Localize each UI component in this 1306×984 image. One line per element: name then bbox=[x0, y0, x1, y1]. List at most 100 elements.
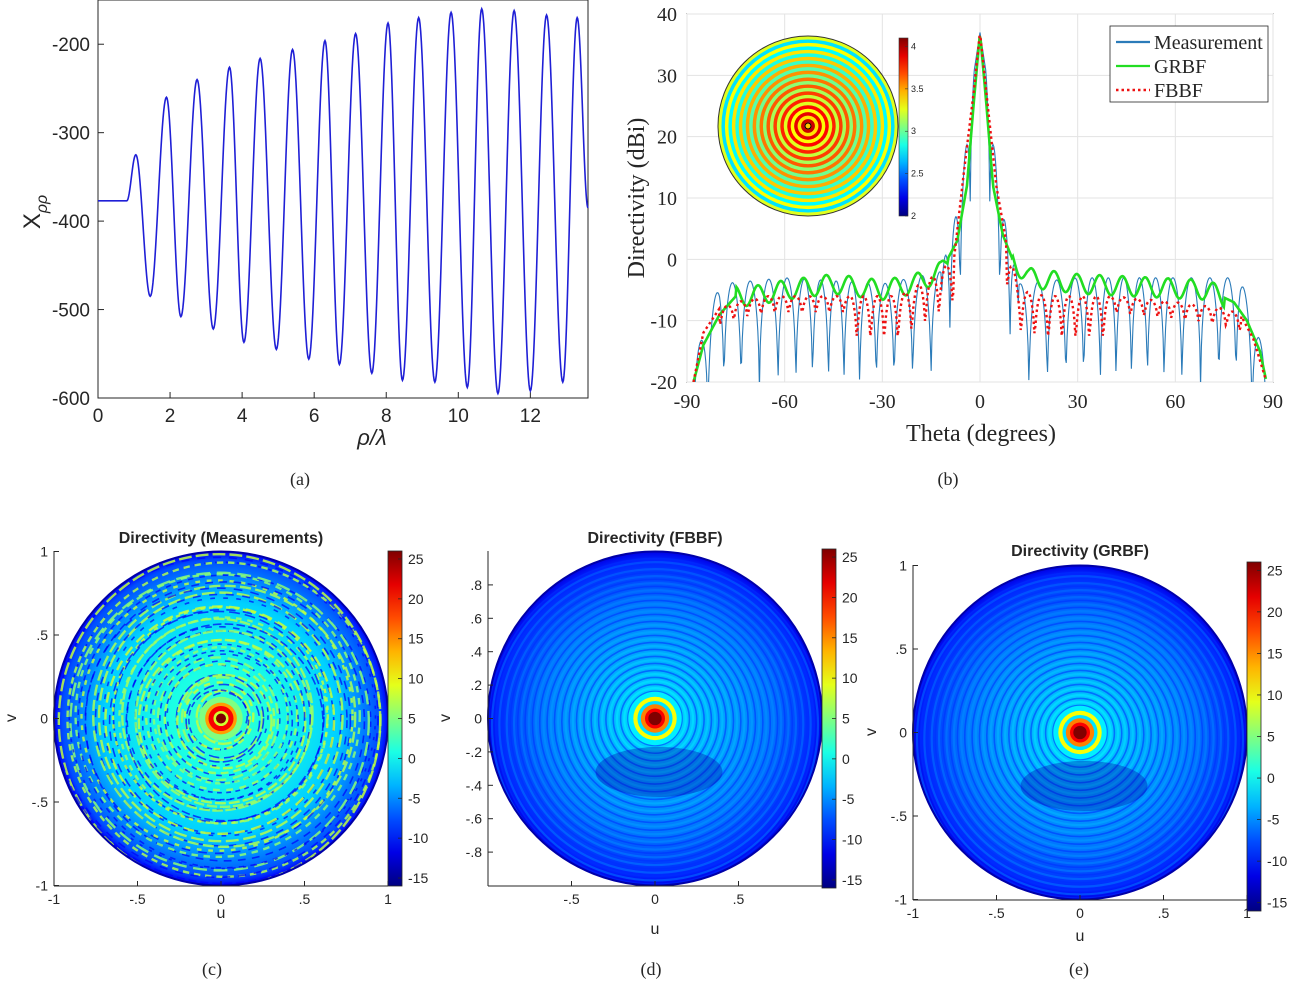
panel-c-ring bbox=[180, 676, 264, 762]
panel-e-ring bbox=[982, 638, 1178, 834]
panel-b-inset-colorbar-bar bbox=[898, 37, 909, 217]
panel-b-ytick-label: 0 bbox=[667, 249, 677, 271]
panel-c-ring bbox=[104, 605, 336, 835]
panel-d-colorbar-label: 0 bbox=[842, 751, 850, 767]
panel-d-ring bbox=[490, 561, 820, 886]
panel-e-ring-dark bbox=[941, 599, 1219, 876]
panel-d-ytick-label: -.2 bbox=[466, 744, 483, 760]
panel-e-ring-dark bbox=[927, 585, 1233, 892]
panel-d-ytick-label: 0 bbox=[474, 711, 482, 727]
panel-d-ytick-label: .2 bbox=[470, 677, 482, 693]
panel-b-ytick-label: 40 bbox=[657, 4, 677, 26]
panel-c-ring-dark bbox=[54, 551, 388, 885]
panel-e-ring bbox=[1026, 680, 1134, 788]
panel-c-ring bbox=[97, 591, 344, 843]
panel-d-ring bbox=[498, 568, 812, 882]
panel-c-ring-dark bbox=[84, 587, 352, 855]
panel-a-series-line bbox=[98, 6, 589, 396]
panel-e-shadow bbox=[1020, 760, 1148, 811]
panel-c-ytick-label: 1 bbox=[40, 544, 48, 560]
panel-c-ytick-label: .5 bbox=[36, 627, 48, 643]
panel-c-main-lobe bbox=[199, 696, 243, 741]
panel-b-ylabel: Directivity (dBi) bbox=[624, 118, 650, 279]
panel-c-colorbar-label: -10 bbox=[408, 830, 428, 846]
panel-c-colorbar-label: -15 bbox=[408, 870, 428, 886]
panel-c-ring bbox=[176, 673, 273, 770]
panel-b-inset-colorbar-label: 3.5 bbox=[911, 84, 924, 94]
panel-a-xtick-label: 10 bbox=[448, 406, 469, 427]
panel-d-ring bbox=[542, 610, 768, 836]
panel-c-ring-dark bbox=[164, 660, 281, 777]
panel-e-ring-dark bbox=[1030, 683, 1130, 784]
panel-d-ring bbox=[564, 631, 746, 813]
panel-c-ring bbox=[183, 681, 255, 751]
panel-c-xtick-label: -.5 bbox=[129, 891, 146, 907]
panel-e-ring-dark bbox=[993, 648, 1167, 822]
panel-d-ring bbox=[608, 673, 702, 767]
panel-b-inset-disk bbox=[717, 35, 899, 217]
panel-d-ring bbox=[527, 596, 783, 851]
panel-a-ylabel-subscript: ρρ bbox=[34, 195, 51, 214]
panel-d-ring-dark bbox=[516, 585, 794, 862]
panel-a-ytick-label: -300 bbox=[52, 124, 90, 145]
panel-e-ring-dark bbox=[986, 641, 1174, 830]
panel-d-ring bbox=[557, 624, 753, 820]
panel-a-ylabel-main: Xρρ bbox=[19, 195, 51, 229]
panel-c-ring-dark bbox=[185, 683, 261, 759]
panel-d-colorbar-label: -5 bbox=[842, 791, 855, 807]
panel-b-inset-colorbar-label: 2 bbox=[911, 211, 916, 221]
panel-e-colorbar-label: 0 bbox=[1267, 770, 1275, 786]
panel-d-ytick-label: .6 bbox=[470, 610, 482, 626]
panel-e-ytick-label: 0 bbox=[899, 725, 907, 741]
panel-e-xtick-label: 1 bbox=[1243, 905, 1251, 921]
panel-c-xtick-label: 1 bbox=[384, 891, 392, 907]
panel-d-ring-dark bbox=[568, 634, 742, 808]
panel-d-disk bbox=[487, 550, 823, 887]
panel-d-colorbar-label: -10 bbox=[842, 832, 862, 848]
panel-e-ring bbox=[959, 617, 1201, 858]
panel-c-ring bbox=[92, 584, 357, 848]
panel-d-shadow bbox=[595, 746, 723, 797]
panel-e-ring-dark bbox=[1052, 704, 1108, 761]
panel-c-ring-dark bbox=[175, 674, 265, 763]
panel-d-colorbar-label: 15 bbox=[842, 630, 858, 646]
panel-d-xtick-label: -.5 bbox=[563, 891, 580, 907]
panel-e-ring-dark bbox=[1000, 655, 1160, 815]
panel-d-title: Directivity (FBBF) bbox=[587, 530, 722, 547]
panel-d-ring-dark bbox=[502, 571, 808, 878]
panel-c-ring-dark bbox=[166, 664, 269, 767]
panel-c-ring bbox=[57, 552, 382, 886]
panel-d-ring bbox=[534, 603, 776, 844]
panel-b-legend-label: FBBF bbox=[1154, 80, 1203, 102]
panel-b-inset-colorbar: 2 2.5 3 3.5 4 bbox=[898, 37, 924, 221]
panel-e-ring bbox=[996, 652, 1164, 819]
panel-e-disk bbox=[912, 564, 1248, 901]
panel-b-inset-ring bbox=[804, 122, 812, 130]
panel-d-colorbar-label: 10 bbox=[842, 670, 858, 686]
panel-c-colorbar-label: 0 bbox=[408, 750, 416, 766]
panel-e-colorbar-label: -5 bbox=[1267, 812, 1280, 828]
panel-d-ring bbox=[593, 659, 717, 782]
panel-d-ring-dark bbox=[546, 613, 764, 832]
panel-a-xtick-label: 2 bbox=[165, 406, 176, 427]
panel-c-xlabel: u bbox=[217, 905, 226, 922]
panel-e-ring-dark bbox=[1015, 669, 1145, 799]
panel-e-colorbar-label: -10 bbox=[1267, 853, 1287, 869]
panel-d-ytick-label: -.6 bbox=[466, 811, 483, 827]
panel-d-ring-dark bbox=[605, 669, 705, 770]
panel-c-ytick-label: -.5 bbox=[32, 794, 49, 810]
panel-e-xtick-label: -.5 bbox=[988, 905, 1005, 921]
panel-e-ytick-label: -.5 bbox=[891, 808, 908, 824]
panel-e-ring bbox=[1018, 673, 1142, 796]
panel-e-ring bbox=[937, 596, 1223, 881]
panel-c-ring-dark bbox=[102, 597, 342, 837]
panel-e-ring-dark bbox=[1037, 690, 1123, 776]
panel-e-ring bbox=[967, 624, 1193, 850]
panel-e-ring bbox=[945, 603, 1215, 873]
panel-c-ytick-label: -1 bbox=[36, 878, 49, 894]
panel-d-ylabel: v bbox=[437, 714, 454, 722]
panel-e-ring bbox=[923, 582, 1237, 896]
panel-c-ring-dark bbox=[94, 593, 348, 847]
panel-b-legend-label: Measurement bbox=[1154, 32, 1263, 54]
